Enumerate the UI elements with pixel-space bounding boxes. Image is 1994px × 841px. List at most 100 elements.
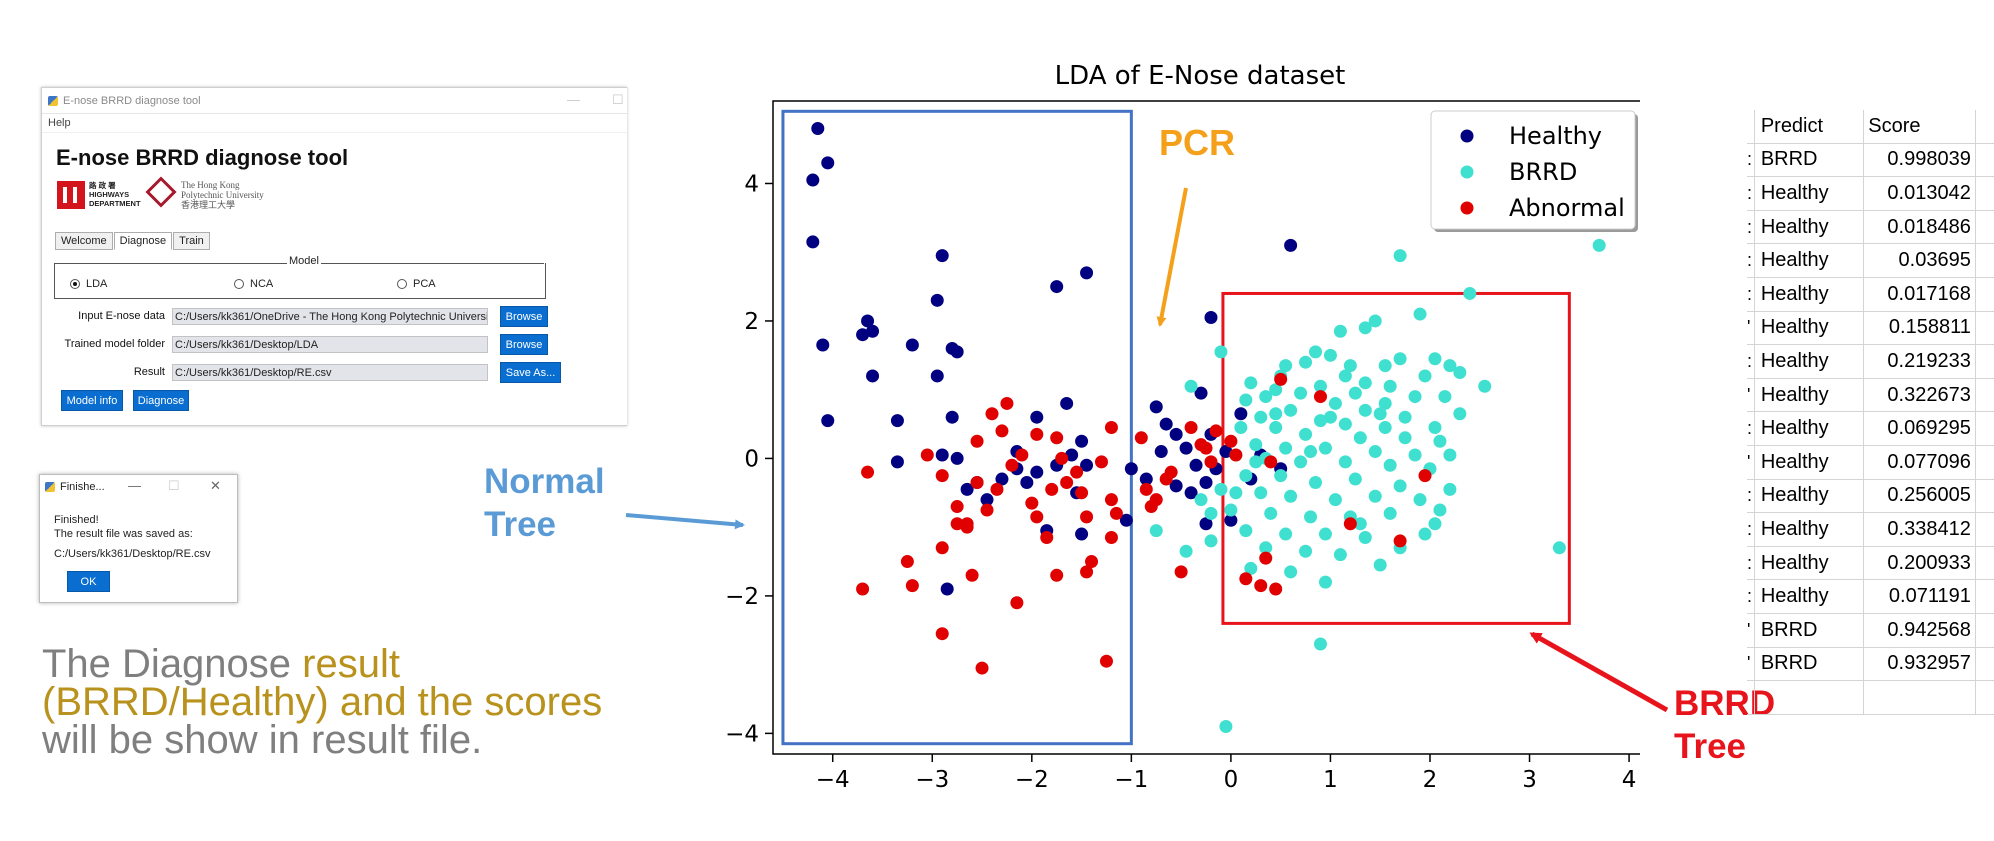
point-brrd: [1239, 393, 1253, 407]
score-cell: 0.03695: [1863, 243, 1976, 278]
point-brrd: [1368, 489, 1382, 503]
row-index-fragment: :: [1747, 512, 1755, 547]
predict-cell: Healthy: [1754, 210, 1865, 245]
point-healthy: [1060, 396, 1074, 410]
minimize-icon[interactable]: —: [567, 92, 580, 107]
row-index-header: [1747, 110, 1755, 144]
ok-button[interactable]: OK: [67, 571, 110, 592]
point-abnormal: [900, 555, 914, 569]
point-healthy: [1199, 475, 1213, 489]
empty-cell: [1975, 378, 1994, 413]
empty-cell: [1975, 647, 1994, 682]
radio-nca[interactable]: NCA: [234, 278, 273, 290]
tab-welcome[interactable]: Welcome: [55, 232, 113, 250]
score-cell: 0.071191: [1863, 579, 1976, 614]
empty-cell: [1975, 277, 1994, 312]
point-abnormal: [980, 503, 994, 517]
point-brrd: [1443, 448, 1457, 462]
point-brrd: [1323, 410, 1337, 424]
table-row: ' Healthy 0.158811: [1747, 311, 1994, 346]
y-tick-label: 0: [744, 446, 759, 472]
point-abnormal: [1164, 465, 1178, 479]
maximize-icon[interactable]: ☐: [612, 92, 624, 107]
y-tick-label: −4: [725, 721, 759, 747]
predict-cell: BRRD: [1754, 613, 1865, 648]
empty-cell: [1975, 344, 1994, 379]
score-cell: 0.158811: [1863, 311, 1976, 346]
x-tick-label: −2: [1015, 767, 1049, 793]
radio-pca[interactable]: PCA: [397, 278, 436, 290]
point-abnormal: [995, 424, 1009, 438]
save-as-button[interactable]: Save As...: [500, 362, 561, 383]
point-abnormal: [1254, 579, 1268, 593]
region-normal-tree: [781, 109, 1133, 746]
point-healthy: [821, 414, 835, 428]
row-index-fragment: :: [1747, 546, 1755, 581]
point-abnormal: [975, 661, 989, 675]
point-brrd: [1438, 390, 1452, 404]
point-healthy: [1030, 410, 1044, 424]
normal-tree-annotation: Normal Tree: [484, 462, 605, 544]
model-group-label: Model: [287, 255, 321, 267]
table-row: : Healthy 0.03695: [1747, 243, 1994, 278]
point-brrd: [1269, 407, 1283, 421]
point-healthy: [930, 293, 944, 307]
point-brrd: [1433, 434, 1447, 448]
browse-model-button[interactable]: Browse: [500, 334, 548, 355]
point-brrd: [1393, 249, 1407, 263]
point-brrd: [1299, 427, 1313, 441]
axes: −4 −3 −2 −1 0 1 2 3 4 −4 −2 0 2 4: [725, 171, 1636, 793]
point-healthy: [1075, 434, 1089, 448]
menu-help[interactable]: Help: [48, 117, 71, 129]
point-healthy: [1169, 427, 1183, 441]
model-info-button[interactable]: Model info: [61, 390, 123, 411]
point-healthy: [1184, 486, 1198, 500]
point-brrd: [1413, 307, 1427, 321]
point-brrd: [1378, 396, 1392, 410]
predict-cell: Healthy: [1754, 176, 1865, 211]
table-row: : Healthy 0.200933: [1747, 546, 1994, 581]
point-brrd: [1294, 386, 1308, 400]
score-cell: 0.338412: [1863, 512, 1976, 547]
point-abnormal: [970, 475, 984, 489]
score-cell: 0.018486: [1863, 210, 1976, 245]
input-data-field[interactable]: C:/Users/kk361/OneDrive - The Hong Kong …: [172, 308, 488, 325]
point-abnormal: [1099, 654, 1113, 668]
point-healthy: [1159, 417, 1173, 431]
row-index-fragment: :: [1747, 411, 1755, 446]
point-abnormal: [1070, 465, 1084, 479]
minimize-icon[interactable]: —: [128, 478, 141, 493]
model-folder-field[interactable]: C:/Users/kk361/Desktop/LDA: [172, 336, 488, 353]
legend-box: [1430, 110, 1636, 230]
point-healthy: [1020, 475, 1034, 489]
radio-lda[interactable]: LDA: [70, 278, 107, 290]
x-tick-label: 0: [1224, 767, 1239, 793]
point-brrd: [1204, 506, 1218, 520]
point-brrd: [1398, 431, 1412, 445]
point-healthy: [1080, 458, 1094, 472]
empty-cell: [1975, 512, 1994, 547]
point-brrd: [1214, 482, 1228, 496]
point-brrd: [1279, 527, 1293, 541]
menu-bar: Help: [42, 114, 627, 133]
point-brrd: [1279, 441, 1293, 455]
point-brrd: [1179, 544, 1193, 558]
point-abnormal: [1080, 565, 1094, 579]
close-icon[interactable]: ✕: [210, 478, 221, 493]
radio-unselected-icon: [397, 279, 407, 289]
tab-diagnose[interactable]: Diagnose: [113, 232, 173, 250]
diagnose-button[interactable]: Diagnose: [133, 390, 189, 411]
point-abnormal: [1184, 421, 1198, 434]
point-brrd: [1234, 421, 1248, 434]
point-brrd: [1328, 493, 1342, 507]
tab-train[interactable]: Train: [173, 232, 210, 250]
point-abnormal: [1030, 427, 1044, 441]
table-row: : Healthy 0.013042: [1747, 176, 1994, 211]
point-abnormal: [935, 627, 949, 641]
point-brrd: [1274, 469, 1288, 483]
result-field[interactable]: C:/Users/kk361/Desktop/RE.csv: [172, 364, 488, 381]
predict-cell: BRRD: [1754, 647, 1865, 682]
browse-input-button[interactable]: Browse: [500, 306, 548, 327]
point-brrd: [1338, 369, 1352, 383]
point-brrd: [1333, 324, 1347, 338]
